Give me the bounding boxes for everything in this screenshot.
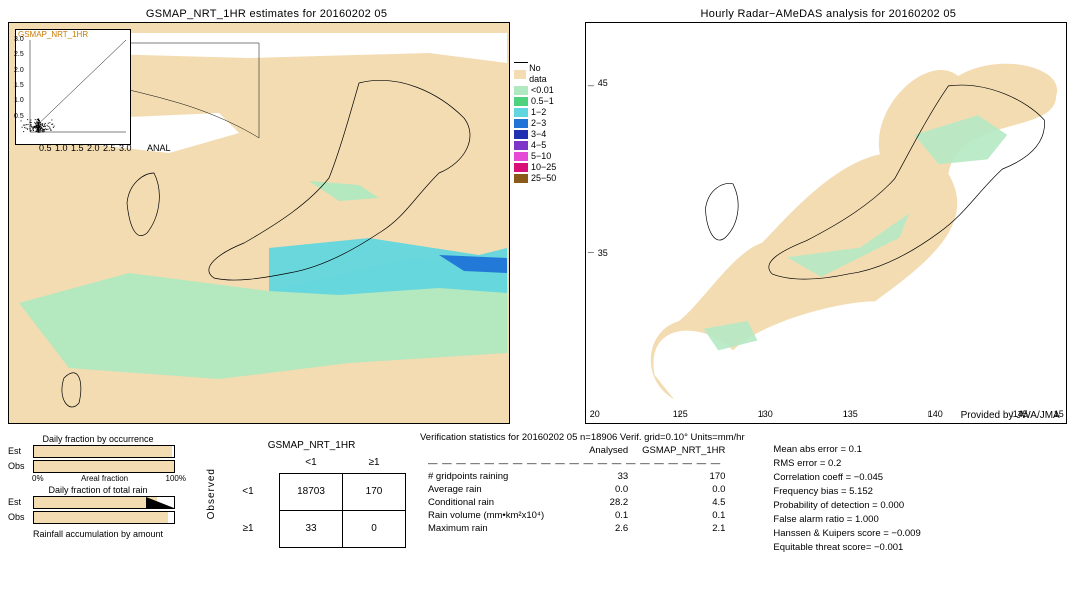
legend-item: 5−10 [514, 151, 556, 162]
verif-table: Analysed GSMAP_NRT_1HR — — — — — — — — —… [420, 443, 733, 536]
stats-row: Daily fraction by occurrence Est Obs 0% … [8, 432, 1072, 555]
legend-item: <0.01 [514, 85, 556, 96]
cont-row-1: ≥1 [217, 510, 280, 547]
legend-item: 4−5 [514, 140, 556, 151]
verif-row: # gridpoints raining33170 [422, 471, 731, 482]
verif-stat: Equitable threat score= −0.001 [773, 541, 920, 555]
occurrence-title: Daily fraction by occurrence [8, 434, 188, 444]
tot-est-row: Est [8, 495, 188, 510]
legend-item: 3−4 [514, 129, 556, 140]
occ-est-row: Est [8, 444, 188, 459]
legend-item: 0.5−1 [514, 96, 556, 107]
verif-stat: RMS error = 0.2 [773, 457, 920, 471]
cont-col-0: <1 [280, 453, 343, 474]
verif-row: Maximum rain2.62.1 [422, 523, 731, 534]
verif-stat: Mean abs error = 0.1 [773, 443, 920, 457]
legend-item: 25−50 [514, 173, 556, 184]
cont-row-0: <1 [217, 473, 280, 510]
verif-col-a: Analysed [552, 445, 634, 456]
legend-item: 1−2 [514, 107, 556, 118]
right-map-title: Hourly Radar−AMeDAS analysis for 2016020… [585, 8, 1072, 20]
contingency-table: <1 ≥1 <1 18703 170 ≥1 33 0 [217, 453, 406, 548]
cont-cell-00: 18703 [280, 473, 343, 510]
contingency-block: Observed GSMAP_NRT_1HR <1 ≥1 <1 18703 17… [202, 432, 406, 555]
verif-stat: Correlation coeff = −0.045 [773, 471, 920, 485]
verif-right-stats: Mean abs error = 0.1RMS error = 0.2Corre… [773, 443, 920, 555]
occ-obs-row: Obs [8, 459, 188, 474]
verif-stat: Frequency bias = 5.152 [773, 485, 920, 499]
legend-item: 10−25 [514, 162, 556, 173]
left-map: GSMAP_NRT_1HR0.51.01.52.02.53.00.51.01.5… [8, 22, 510, 424]
verif-row: Rain volume (mm•km²x10⁴)0.10.1 [422, 510, 731, 521]
observed-side-label: Observed [202, 468, 217, 519]
legend-item: No data [514, 63, 556, 85]
contingency-title: GSMAP_NRT_1HR [217, 440, 406, 451]
cont-cell-01: 170 [343, 473, 406, 510]
verif-stat: Hanssen & Kuipers score = −0.009 [773, 527, 920, 541]
tot-obs-row: Obs [8, 510, 188, 525]
left-map-column: GSMAP_NRT_1HR estimates for 20160202 05 … [8, 8, 525, 424]
verif-row: Average rain0.00.0 [422, 484, 731, 495]
verif-stat: False alarm ratio = 1.000 [773, 513, 920, 527]
color-legend: No data<0.010.5−11−22−33−44−55−1010−2525… [514, 62, 556, 184]
accum-title: Rainfall accumulation by amount [8, 529, 188, 539]
cont-cell-11: 0 [343, 510, 406, 547]
verif-header: Verification statistics for 20160202 05 … [420, 432, 1072, 443]
cont-cell-10: 33 [280, 510, 343, 547]
verif-row: Conditional rain28.24.5 [422, 497, 731, 508]
left-map-wrap: GSMAP_NRT_1HR0.51.01.52.02.53.00.51.01.5… [8, 22, 525, 424]
verif-stat: Probability of detection = 0.000 [773, 499, 920, 513]
totalrain-title: Daily fraction of total rain [8, 485, 188, 495]
fraction-bars: Daily fraction by occurrence Est Obs 0% … [8, 432, 188, 555]
verif-col-b: GSMAP_NRT_1HR [636, 445, 731, 456]
maps-row: GSMAP_NRT_1HR estimates for 20160202 05 … [8, 8, 1072, 424]
right-map-column: Hourly Radar−AMeDAS analysis for 2016020… [585, 8, 1072, 424]
verification-block: Verification statistics for 20160202 05 … [420, 432, 1072, 555]
left-map-title: GSMAP_NRT_1HR estimates for 20160202 05 [8, 8, 525, 20]
cont-col-1: ≥1 [343, 453, 406, 474]
right-map: 1251301351401454535Provided by JWA/JMA20… [585, 22, 1067, 424]
legend-item: 2−3 [514, 118, 556, 129]
